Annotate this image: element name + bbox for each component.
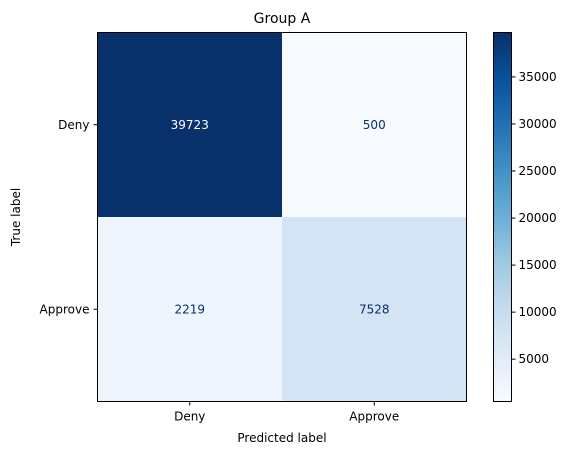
colorbar-tick-label: 20000 (519, 211, 557, 225)
x-axis-ticks: Deny Approve (174, 401, 399, 424)
cell-value-label: 2219 (174, 302, 205, 316)
heatmap-cells: 39723 500 2219 7528 (97, 32, 467, 402)
heatmap-cell (282, 32, 467, 217)
x-axis-label: Predicted label (237, 431, 326, 445)
y-axis-ticks: Deny Approve (40, 118, 98, 316)
heatmap-cell (282, 217, 467, 402)
heatmap-cell (97, 32, 282, 217)
x-tick-label: Approve (349, 410, 399, 424)
y-tick-label: Approve (40, 302, 90, 316)
cell-value-label: 500 (363, 118, 386, 132)
colorbar-tick-label: 5000 (519, 352, 550, 366)
cell-value-label: 39723 (171, 118, 209, 132)
chart-title: Group A (254, 11, 311, 27)
colorbar-tick-label: 10000 (519, 305, 557, 319)
plot-frame (97, 32, 467, 402)
y-tick-label: Deny (58, 118, 89, 132)
cell-value-label: 7528 (359, 302, 390, 316)
colorbar-tick-label: 25000 (519, 164, 557, 178)
x-tick-label: Deny (174, 410, 205, 424)
colorbar-tick-label: 30000 (519, 117, 557, 131)
heatmap-cell (97, 217, 282, 402)
colorbar-ticks: 5000 10000 15000 20000 25000 30000 35000 (511, 70, 557, 366)
colorbar (493, 32, 512, 402)
y-axis-label: True label (9, 188, 23, 247)
colorbar-tick-label: 35000 (519, 70, 557, 84)
colorbar-tick-label: 15000 (519, 258, 557, 272)
